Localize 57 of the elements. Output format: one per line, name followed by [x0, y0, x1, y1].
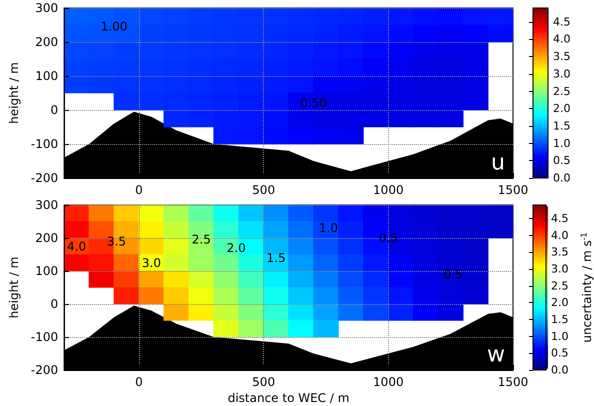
color-bar-label: 4.5 [553, 15, 570, 28]
color-bar-label: 1.0 [553, 136, 570, 150]
color-bar-label: 0.5 [553, 154, 570, 168]
y-tick-label: -200 [30, 363, 58, 377]
color-bar-label: 3.0 [553, 67, 570, 80]
annotation: 0.5 [378, 231, 398, 245]
color-bar-label: 3.5 [553, 50, 570, 64]
annotation: 1.5 [266, 250, 286, 265]
text: w [487, 342, 505, 368]
y-tick-label: 0 [50, 103, 58, 117]
color-bar-label: 1.0 [551, 330, 568, 343]
annotation: 3.0 [142, 256, 161, 270]
x-tick-label: 1000 [373, 183, 404, 197]
x-tick-label: 500 [252, 375, 276, 389]
text: u [491, 150, 505, 176]
color-bar-label: 0.5 [551, 346, 568, 360]
y-tick-label: 200 [35, 35, 58, 49]
x-tick-label: 1000 [373, 375, 404, 389]
annotation: 1.00 [100, 20, 128, 34]
annotation: 3.5 [106, 234, 126, 248]
color-bar-label: 1.5 [553, 119, 570, 132]
y-tick-label: 0 [50, 297, 58, 311]
color-bar-label: 2.0 [551, 296, 568, 310]
x-tick-label: 1500 [498, 375, 528, 389]
color-bar-label: 4.0 [551, 228, 568, 242]
y-tick-label: -100 [30, 137, 58, 151]
y-axis-title: height / m [7, 62, 21, 124]
y-tick-label: -100 [30, 330, 58, 344]
color-bar-label: 0.0 [551, 364, 568, 376]
x-tick-label: 0 [135, 183, 143, 197]
color-bar-label: 2.5 [551, 279, 568, 292]
color-bar-title: uncertainty / m s-1 [580, 232, 594, 343]
color-bar-label: 1.5 [551, 312, 568, 326]
color-bar-label: 4.5 [551, 212, 568, 225]
y-tick-label: -200 [30, 171, 58, 185]
y-axis-title: height / m [7, 256, 21, 318]
y-tick-label: 300 [35, 1, 58, 15]
color-bar-label: 3.0 [551, 262, 568, 276]
color-bar-label: 3.5 [551, 246, 568, 259]
x-tick-label: 1500 [498, 183, 528, 197]
y-tick-label: 100 [35, 264, 58, 278]
annotation: 2.5 [192, 232, 211, 247]
color-bar-label: 2.0 [553, 102, 570, 116]
y-tick-label: 200 [35, 231, 58, 245]
annotation: 2.0 [226, 240, 246, 255]
x-tick-label: 500 [252, 183, 276, 197]
annotation: 4.0 [67, 239, 86, 254]
color-bar-label: 0.0 [553, 172, 570, 184]
x-axis-title: distance to WEC / m [228, 391, 350, 405]
y-tick-label: 300 [35, 198, 58, 212]
color-bar-label: 4.0 [553, 32, 570, 46]
color-bar-label: 2.5 [553, 84, 570, 98]
annotation: 0.5 [444, 267, 463, 282]
y-tick-label: 100 [35, 69, 58, 83]
annotation: 0.50 [300, 96, 327, 110]
annotation: 1.0 [318, 221, 338, 236]
x-tick-label: 0 [135, 375, 143, 389]
